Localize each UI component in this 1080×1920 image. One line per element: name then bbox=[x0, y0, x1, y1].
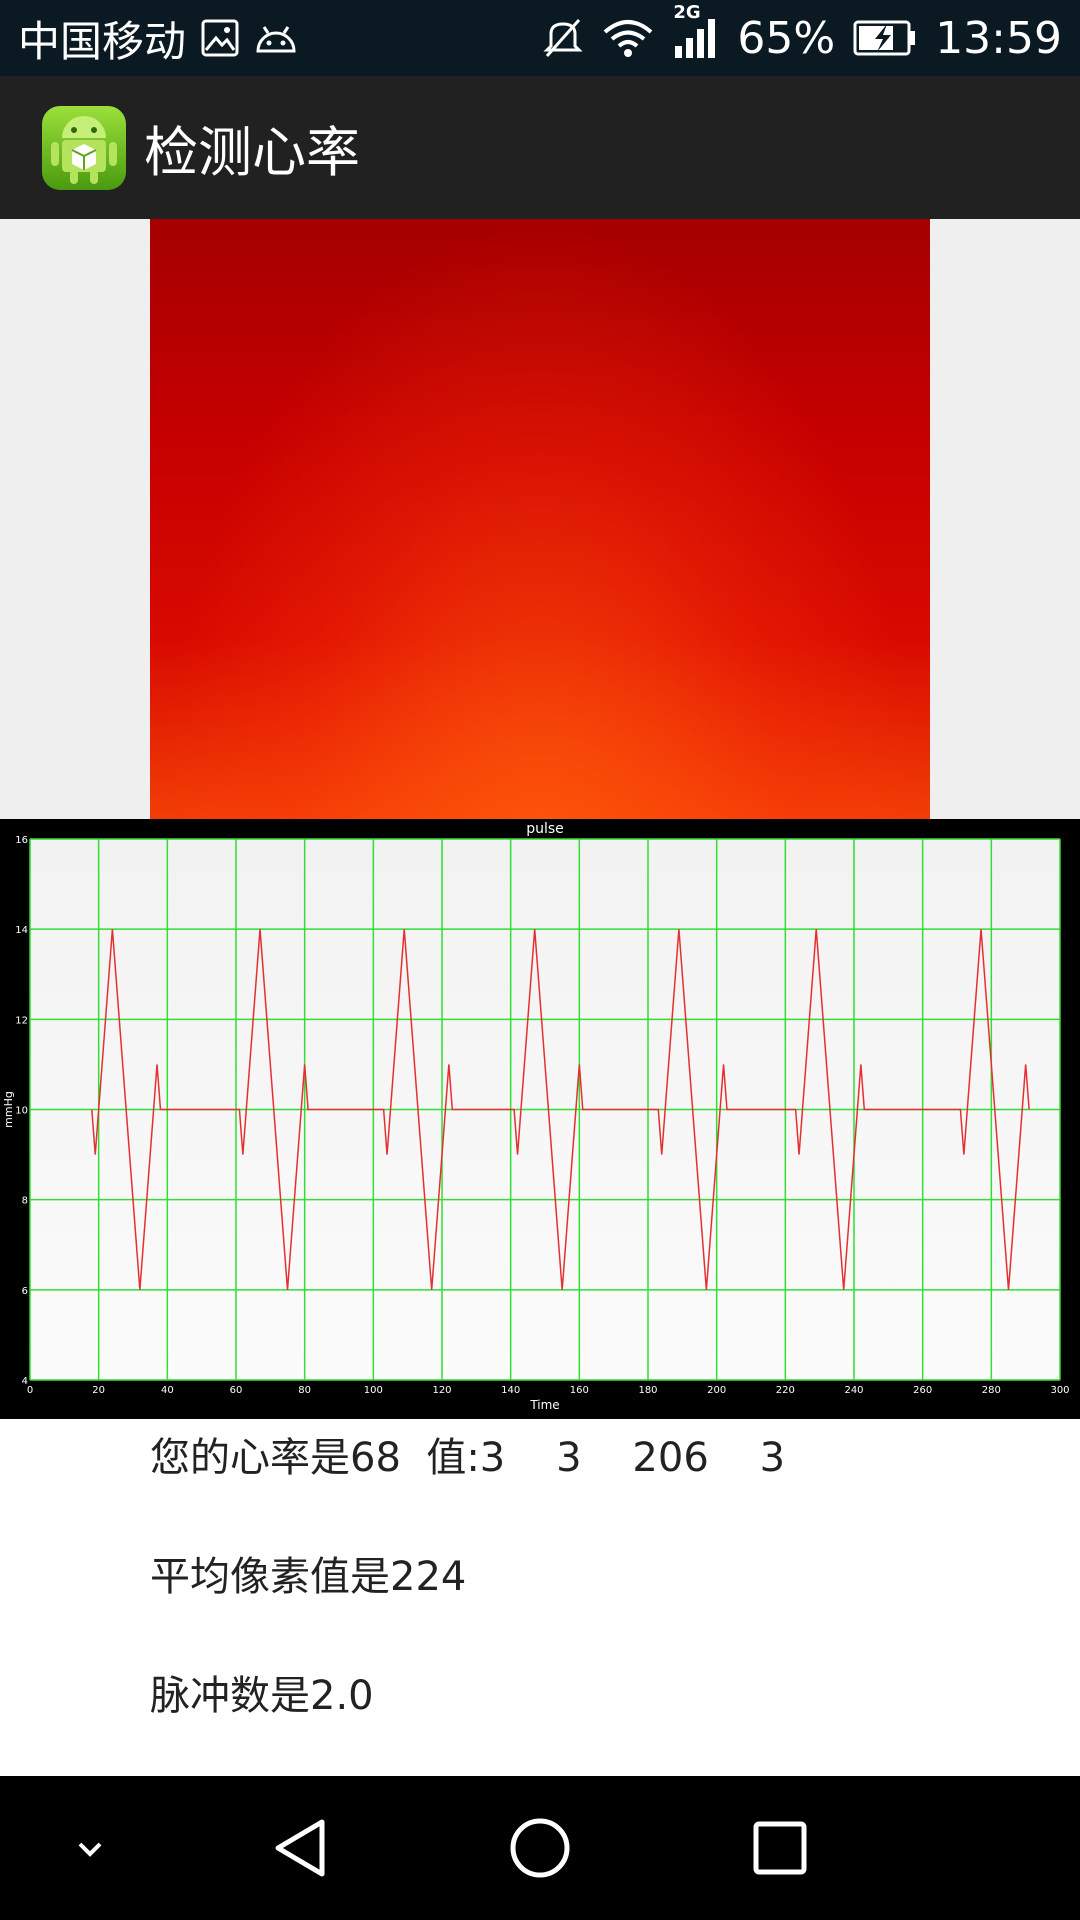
home-circle-icon bbox=[510, 1818, 570, 1878]
wifi-icon bbox=[601, 18, 655, 58]
android-debug-icon bbox=[254, 21, 298, 55]
x-tick-label: 300 bbox=[1050, 1385, 1069, 1396]
heart-rate-text: 您的心率是68 值:3 3 206 3 bbox=[150, 1435, 786, 1481]
y-tick-label: 6 bbox=[22, 1286, 28, 1297]
x-tick-label: 120 bbox=[432, 1385, 451, 1396]
y-tick-label: 4 bbox=[22, 1376, 28, 1387]
mute-icon bbox=[543, 16, 584, 60]
recents-square-icon bbox=[753, 1821, 807, 1875]
x-tick-label: 60 bbox=[230, 1385, 243, 1396]
y-tick-label: 8 bbox=[22, 1196, 28, 1207]
recents-button[interactable] bbox=[740, 1808, 820, 1888]
pulse-series-line bbox=[91, 929, 1030, 1290]
x-tick-label: 0 bbox=[27, 1385, 33, 1396]
x-tick-label: 160 bbox=[570, 1385, 589, 1396]
x-tick-label: 20 bbox=[92, 1385, 105, 1396]
back-triangle-icon bbox=[275, 1819, 325, 1877]
y-tick-label: 10 bbox=[15, 1106, 28, 1117]
clock: 13:59 bbox=[935, 12, 1062, 64]
x-tick-label: 200 bbox=[707, 1385, 726, 1396]
home-button[interactable] bbox=[500, 1808, 580, 1888]
network-type-label: 2G bbox=[673, 2, 701, 23]
carrier-name: 中国移动 bbox=[18, 16, 187, 66]
android-app-icon bbox=[40, 104, 128, 192]
y-axis-label: mmHg bbox=[2, 1091, 15, 1128]
x-tick-label: 260 bbox=[913, 1385, 932, 1396]
x-tick-label: 140 bbox=[501, 1385, 520, 1396]
navigation-bar bbox=[0, 1776, 1080, 1920]
info-panel: 您的心率是68 值:3 3 206 3 平均像素值是224 脉冲数是2.0 bbox=[0, 1419, 1080, 1776]
x-tick-label: 100 bbox=[364, 1385, 383, 1396]
signal-icon: 2G bbox=[673, 2, 719, 60]
pulse-count-text: 脉冲数是2.0 bbox=[150, 1673, 374, 1719]
back-button[interactable] bbox=[260, 1808, 340, 1888]
y-tick-label: 16 bbox=[15, 835, 28, 846]
x-tick-label: 220 bbox=[776, 1385, 795, 1396]
pulse-chart: 0 20 40 60 80 100 120 140 160 180 200 220 240 260 280 3… bbox=[0, 819, 1080, 1419]
battery-charging-icon bbox=[853, 20, 917, 56]
x-tick-label: 80 bbox=[298, 1385, 311, 1396]
x-tick-label: 180 bbox=[638, 1385, 657, 1396]
avg-pixel-text: 平均像素值是224 bbox=[150, 1554, 467, 1600]
gallery-icon bbox=[200, 18, 240, 58]
page-title: 检测心率 bbox=[144, 121, 360, 184]
x-axis-label: Time bbox=[529, 1398, 559, 1412]
camera-preview bbox=[150, 219, 930, 819]
x-tick-label: 280 bbox=[982, 1385, 1001, 1396]
pulse-chart-svg: 0 20 40 60 80 100 120 140 160 180 200 220 240 260 280 3… bbox=[2, 821, 1070, 1412]
collapse-button[interactable] bbox=[60, 1818, 120, 1878]
x-tick-label: 240 bbox=[844, 1385, 863, 1396]
y-tick-label: 12 bbox=[15, 1015, 28, 1026]
action-bar: 检测心率 bbox=[0, 76, 1080, 219]
chevron-down-icon bbox=[78, 1842, 102, 1857]
x-tick-label: 40 bbox=[161, 1385, 174, 1396]
battery-percent: 65% bbox=[737, 12, 836, 64]
chart-title: pulse bbox=[526, 821, 564, 837]
camera-area bbox=[0, 219, 1080, 819]
y-tick-label: 14 bbox=[15, 925, 28, 936]
status-bar: 中国移动 2G 65% 13:59 bbox=[0, 0, 1080, 76]
